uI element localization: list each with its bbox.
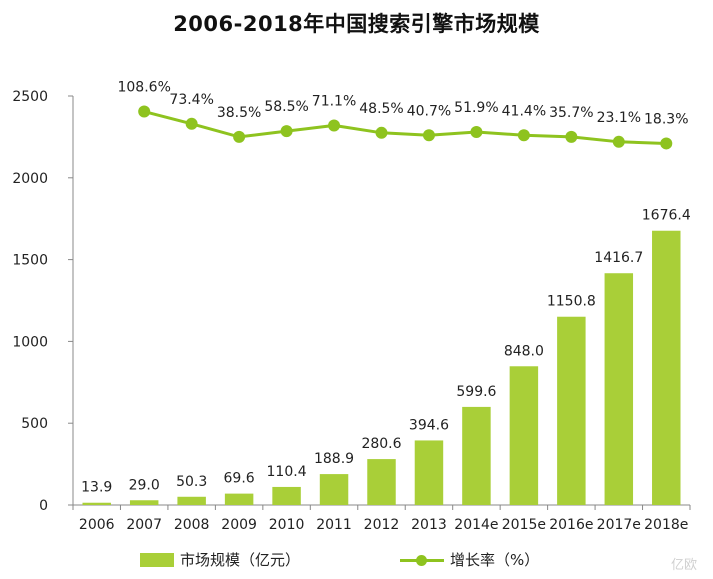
growth-value-label: 71.1% [312,93,356,109]
y-tick-label: 2000 [12,171,48,187]
bar [462,406,491,505]
growth-value-label: 35.7% [549,105,593,121]
watermark-logo: 亿欧 [670,558,697,573]
growth-point [233,130,246,143]
bar [129,500,159,505]
growth-point [185,117,198,130]
growth-value-label: 73.4% [169,92,213,108]
bar-value-label: 1676.4 [642,208,691,224]
x-tick-label: 2006 [79,517,115,533]
y-tick-label: 1500 [12,253,48,269]
x-tick-label: 2011 [316,517,352,533]
growth-point [375,126,388,139]
bar-value-label: 13.9 [81,480,112,496]
bar-value-label: 188.9 [314,451,354,467]
bar [414,440,444,505]
growth-point [138,105,151,118]
chart-plot: 0 500 1000 1500 2000 2500 2006 2007 2008 2009 2010… [12,80,691,533]
bar [82,502,111,505]
growth-point [328,119,341,132]
x-tick-label: 2014e [454,517,498,533]
bar-value-label: 1150.8 [547,294,596,310]
bar-value-label: 1416.7 [594,250,643,266]
legend-label-line: 增长率（%） [450,551,540,569]
legend-bar-swatch [140,552,174,567]
x-tick-label: 2009 [221,517,257,533]
bar [557,316,586,505]
bar [272,486,301,505]
legend-label-bar: 市场规模（亿元） [180,551,301,569]
growth-value-label: 48.5% [359,101,403,117]
bar [509,366,539,505]
growth-value-label: 40.7% [407,103,451,119]
bar-value-label: 110.4 [267,464,307,480]
x-tick-label: 2010 [269,517,305,533]
y-tick-label: 2500 [12,89,48,105]
growth-value-label: 51.9% [454,100,498,116]
x-tick-label: 2016e [549,517,593,533]
growth-value-label: 108.6% [117,80,170,96]
y-tick-label: 1000 [12,334,48,350]
growth-line [143,110,667,145]
bar [177,496,206,505]
growth-value-label: 41.4% [502,103,546,119]
x-tick-label: 2015e [502,517,546,533]
bar [652,230,681,505]
legend-item-line: 增长率（%） [400,549,539,570]
x-tick-label: 2017e [597,517,641,533]
bar-value-label: 848.0 [504,343,544,359]
chart-legend: 市场规模（亿元） 增长率（%） [0,549,713,571]
bar-value-label: 29.0 [129,477,160,493]
bar-value-label: 69.6 [224,471,255,487]
growth-value-label: 58.5% [264,99,308,115]
y-tick-label: 500 [21,416,48,432]
bar [319,474,349,505]
growth-point [280,125,293,138]
x-tick-label: 2008 [174,517,210,533]
growth-value-label: 18.3% [644,111,688,127]
growth-point [612,135,625,148]
growth-value-label: 23.1% [597,110,641,126]
x-tick-label: 2007 [126,517,162,533]
bar [224,493,254,505]
chart-title: 2006-2018年中国搜索引擎市场规模 [173,12,540,36]
growth-point [565,130,578,143]
bar-value-label: 599.6 [456,384,496,400]
x-tick-label: 2018e [644,517,688,533]
growth-point [422,129,435,142]
bar-value-label: 394.6 [409,417,449,433]
growth-point [660,137,673,150]
x-tick-label: 2013 [411,517,447,533]
growth-value-label: 38.5% [217,105,261,121]
growth-point [517,129,530,142]
x-tick-label: 2012 [364,517,400,533]
legend-item-bar: 市场规模（亿元） [140,549,300,570]
growth-point [470,125,483,138]
bar-value-label: 280.6 [361,436,401,452]
bar [367,459,396,505]
bar [604,273,634,505]
bar-value-label: 50.3 [176,474,207,490]
y-tick-label: 0 [39,498,48,514]
legend-line-swatch [400,553,444,567]
